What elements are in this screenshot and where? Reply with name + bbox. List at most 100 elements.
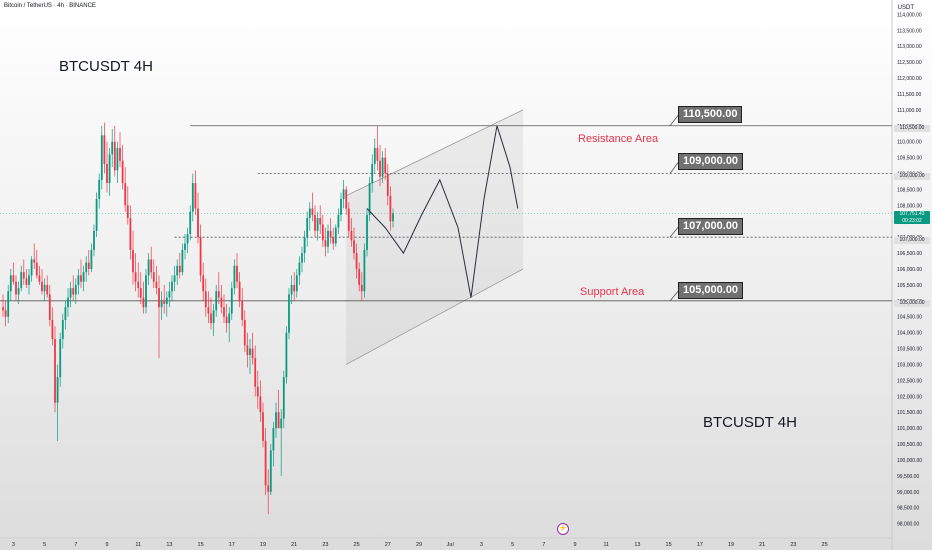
candle-body bbox=[277, 412, 280, 429]
candle-body bbox=[189, 211, 192, 234]
y-tick-label: 106,500.00 bbox=[897, 251, 922, 257]
candle-body bbox=[72, 288, 75, 295]
candle-body bbox=[327, 230, 329, 247]
candle-body bbox=[267, 485, 270, 492]
candle-body bbox=[158, 288, 160, 308]
candle-body bbox=[223, 307, 225, 317]
candle-body bbox=[80, 275, 82, 282]
y-tick-label: 109,500.00 bbox=[897, 156, 922, 162]
x-tick-label: 25 bbox=[822, 542, 828, 548]
candle-body bbox=[290, 284, 293, 295]
x-tick-label: 17 bbox=[697, 542, 703, 548]
candle-body bbox=[386, 173, 389, 196]
y-tick-label: 111,500.00 bbox=[897, 92, 922, 98]
x-tick-label: 13 bbox=[634, 542, 640, 548]
price-tag-107000: 107,000.00 bbox=[894, 237, 930, 244]
candle-body bbox=[186, 233, 189, 244]
candle-body bbox=[4, 310, 7, 317]
y-tick-label: 110,000.00 bbox=[897, 140, 922, 146]
y-tick-label: 108,000.00 bbox=[897, 203, 922, 209]
y-tick-label: 104,000.00 bbox=[897, 331, 922, 337]
candle-body bbox=[33, 259, 36, 263]
candle-body bbox=[178, 265, 181, 273]
candle-body bbox=[316, 218, 319, 231]
candle-body bbox=[147, 259, 150, 276]
candle-body bbox=[38, 275, 41, 282]
x-tick-label: 29 bbox=[416, 542, 422, 548]
candle-body bbox=[249, 348, 251, 355]
candle-body bbox=[54, 339, 56, 403]
candle-body bbox=[220, 297, 223, 308]
candle-body bbox=[111, 141, 114, 155]
price-tag-105000: 105,000.00 bbox=[894, 300, 930, 307]
candle-body bbox=[233, 265, 236, 289]
candle-body bbox=[51, 319, 54, 340]
x-tick-label: 7 bbox=[74, 542, 77, 548]
candle-body bbox=[293, 284, 296, 292]
y-tick-label: 99,500.00 bbox=[897, 474, 919, 480]
candle-body bbox=[311, 208, 314, 215]
x-tick-label: 13 bbox=[166, 542, 172, 548]
candle-body bbox=[212, 310, 215, 324]
y-tick-label: 106,000.00 bbox=[897, 267, 922, 273]
x-tick-label: Jul bbox=[447, 542, 454, 548]
x-tick-label: 9 bbox=[105, 542, 108, 548]
candle-body bbox=[93, 230, 95, 250]
candle-body bbox=[129, 218, 132, 250]
candle-body bbox=[134, 272, 137, 282]
price-tag-109000: 109,000.00 bbox=[894, 173, 930, 180]
x-tick-label: 3 bbox=[480, 542, 483, 548]
x-tick-label: 3 bbox=[12, 542, 15, 548]
candle-body bbox=[384, 157, 387, 174]
candle-body bbox=[165, 297, 168, 305]
candle-body bbox=[280, 418, 283, 429]
candle-body bbox=[173, 275, 176, 282]
chart-title-bottom: BTCUSDT 4H bbox=[703, 414, 797, 431]
wave-path bbox=[366, 125, 519, 298]
candle-body bbox=[303, 237, 306, 254]
candle-body bbox=[197, 208, 199, 238]
candle-body bbox=[121, 160, 124, 184]
candle-body bbox=[306, 218, 309, 238]
lightning-icon[interactable]: ⚡ bbox=[557, 523, 569, 535]
y-tick-label: 102,000.00 bbox=[897, 394, 922, 400]
candle-body bbox=[215, 291, 218, 311]
candle-body bbox=[145, 275, 147, 308]
x-tick-label: 21 bbox=[291, 542, 297, 548]
currency-label: USDT bbox=[897, 5, 914, 11]
candle-body bbox=[358, 269, 361, 285]
candle-body bbox=[228, 313, 231, 324]
candle-body bbox=[254, 358, 257, 387]
candle-body bbox=[373, 148, 376, 164]
x-tick-label: 27 bbox=[385, 542, 391, 548]
x-tick-label: 9 bbox=[573, 542, 576, 548]
candle-body bbox=[61, 319, 64, 340]
candle-body bbox=[340, 198, 342, 215]
candle-body bbox=[116, 148, 119, 171]
x-tick-label: 23 bbox=[790, 542, 796, 548]
y-tick-label: 98,000.00 bbox=[897, 522, 919, 528]
candle-body bbox=[46, 284, 49, 295]
candle-body bbox=[376, 148, 379, 161]
y-tick-label: 101,500.00 bbox=[897, 410, 922, 416]
symbol-header: Bitcoin / TetherUS · 4h · BINANCE bbox=[4, 3, 96, 9]
candle-countdown: 00:23:02 bbox=[902, 217, 922, 224]
candle-body bbox=[176, 265, 179, 276]
price-tag-110500: 110,500.00 bbox=[894, 125, 930, 132]
candle-body bbox=[210, 313, 212, 324]
candle-body bbox=[238, 281, 241, 301]
support-area-label: Support Area bbox=[580, 286, 645, 298]
candle-body bbox=[41, 281, 43, 292]
candle-body bbox=[308, 208, 311, 219]
candle-body bbox=[288, 294, 290, 333]
y-tick-label: 113,000.00 bbox=[897, 44, 922, 50]
candle-body bbox=[243, 319, 246, 346]
x-tick-label: 11 bbox=[135, 542, 141, 548]
candle-body bbox=[59, 339, 62, 378]
y-tick-label: 114,000.00 bbox=[897, 12, 922, 18]
candle-body bbox=[332, 237, 335, 244]
callout-105000: 105,000.00 bbox=[678, 282, 744, 299]
candle-body bbox=[295, 275, 298, 292]
candle-body bbox=[251, 348, 254, 359]
